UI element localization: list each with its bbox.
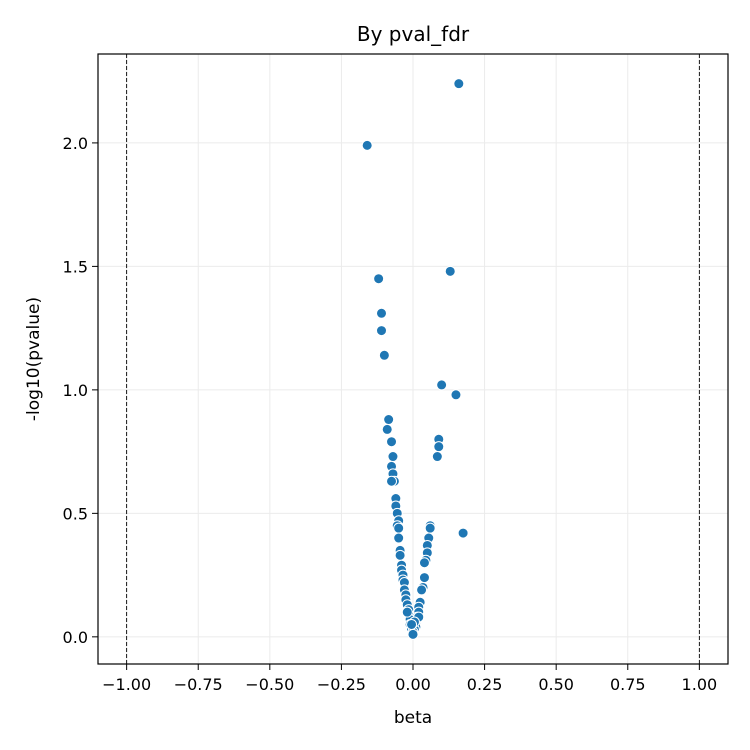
data-point bbox=[383, 414, 395, 426]
x-tick-label: −1.00 bbox=[102, 675, 151, 694]
y-axis-label: -log10(pvalue) bbox=[24, 297, 44, 421]
data-point bbox=[450, 389, 462, 401]
data-point bbox=[406, 618, 418, 630]
y-tick-label: 2.0 bbox=[63, 134, 88, 153]
data-point bbox=[424, 522, 436, 534]
data-point bbox=[416, 584, 428, 596]
data-point bbox=[444, 265, 456, 277]
y-tick-label: 0.0 bbox=[63, 628, 88, 647]
y-tick-label: 0.5 bbox=[63, 504, 88, 523]
data-point bbox=[378, 349, 390, 361]
data-point bbox=[407, 628, 419, 640]
data-point bbox=[393, 522, 405, 534]
data-point bbox=[386, 475, 398, 487]
data-point bbox=[418, 557, 430, 569]
grid bbox=[98, 54, 728, 664]
data-point bbox=[436, 379, 448, 391]
y-axis-ticks: 0.0 0.5 1.0 1.5 2.0 bbox=[63, 134, 98, 647]
x-tick-label: 0.00 bbox=[395, 675, 431, 694]
x-axis-ticks: −1.00 −0.75 −0.50 −0.25 0.00 0.25 0.50 0.75 1.00 bbox=[102, 664, 717, 694]
data-point bbox=[381, 423, 393, 435]
chart-title: By pval_fdr bbox=[357, 22, 470, 46]
data-point bbox=[376, 307, 387, 319]
data-point bbox=[387, 451, 399, 463]
data-points bbox=[361, 78, 469, 640]
data-point bbox=[453, 78, 465, 90]
data-point bbox=[386, 436, 398, 448]
data-point bbox=[361, 139, 373, 151]
data-point bbox=[433, 441, 445, 453]
x-tick-label: 1.00 bbox=[682, 675, 718, 694]
data-point bbox=[394, 549, 406, 561]
data-point bbox=[418, 572, 430, 584]
data-point bbox=[431, 451, 443, 463]
data-point bbox=[401, 606, 413, 618]
data-point bbox=[373, 273, 385, 285]
data-point bbox=[376, 325, 387, 337]
x-tick-label: −0.25 bbox=[317, 675, 366, 694]
x-axis-label: beta bbox=[394, 708, 432, 728]
data-point bbox=[393, 532, 405, 544]
x-tick-label: −0.75 bbox=[174, 675, 223, 694]
x-tick-label: 0.75 bbox=[610, 675, 646, 694]
data-point bbox=[457, 527, 469, 539]
x-tick-label: −0.50 bbox=[245, 675, 294, 694]
y-tick-label: 1.5 bbox=[63, 257, 88, 276]
x-tick-label: 0.25 bbox=[467, 675, 503, 694]
x-tick-label: 0.50 bbox=[538, 675, 574, 694]
y-tick-label: 1.0 bbox=[63, 381, 88, 400]
